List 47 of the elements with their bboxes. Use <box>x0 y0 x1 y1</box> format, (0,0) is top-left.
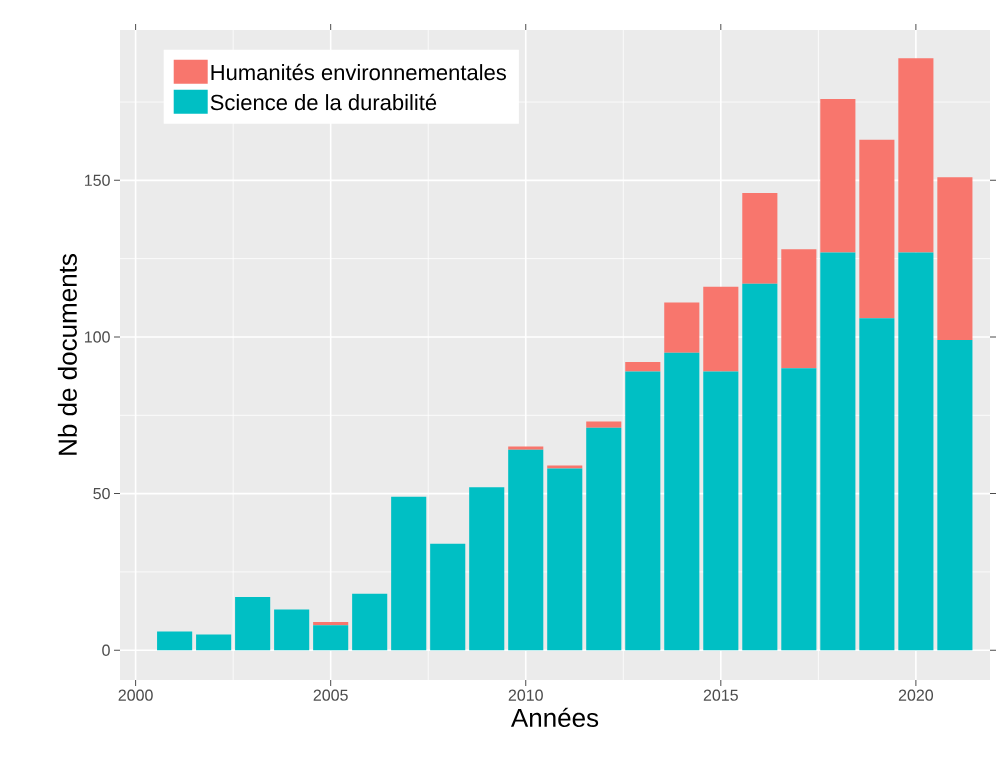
x-tick-label: 2020 <box>898 689 934 701</box>
bar <box>742 192 778 284</box>
bar <box>859 318 895 651</box>
bar <box>430 543 466 651</box>
bar <box>508 449 544 651</box>
bar <box>157 631 193 651</box>
bar <box>352 593 388 651</box>
x-tick-label: 2010 <box>508 689 543 701</box>
y-axis-title: Nb de documents <box>57 254 77 455</box>
bar <box>586 421 622 428</box>
bar <box>703 286 739 372</box>
bar <box>898 252 934 651</box>
bar <box>391 496 427 651</box>
y-tick-label: 150 <box>85 174 110 187</box>
legend-label: Science de la durabilité <box>210 93 437 111</box>
bar <box>937 340 973 651</box>
bar <box>469 487 505 651</box>
x-axis-title: Années <box>510 707 599 728</box>
x-tick-label: 2005 <box>313 689 348 701</box>
bar <box>781 368 817 651</box>
bar <box>235 596 271 651</box>
y-tick-label: 100 <box>85 331 110 343</box>
bar <box>742 283 778 651</box>
y-tick-label: 0 <box>102 644 110 656</box>
bar <box>664 352 700 651</box>
bar <box>859 139 895 319</box>
legend-label: Humanités environnementales <box>211 63 506 81</box>
x-tick-label: 2000 <box>118 689 153 701</box>
y-tick-label: 50 <box>93 487 110 500</box>
bar <box>820 252 856 651</box>
bar <box>625 371 661 651</box>
bar <box>547 468 583 651</box>
bar <box>508 446 544 450</box>
bar <box>274 609 310 651</box>
bar <box>586 427 622 651</box>
bar <box>625 362 661 372</box>
bar <box>898 58 934 253</box>
bar <box>664 302 700 353</box>
bar <box>196 634 232 651</box>
bar <box>313 622 349 626</box>
bar <box>547 465 583 469</box>
bar <box>313 625 349 651</box>
bar <box>937 177 973 341</box>
bar <box>820 98 856 253</box>
x-tick-label: 2015 <box>703 689 738 701</box>
bar <box>781 249 817 369</box>
bar <box>703 371 739 651</box>
